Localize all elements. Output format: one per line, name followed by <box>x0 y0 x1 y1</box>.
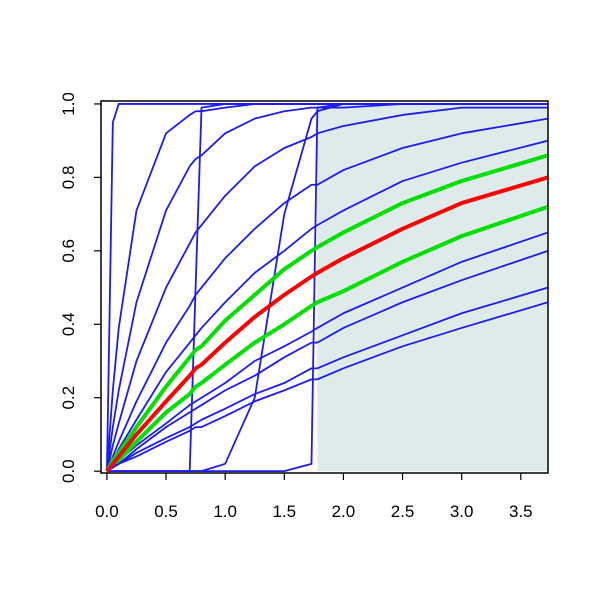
y-tick-label: 0.4 <box>59 312 78 336</box>
plot-area <box>105 103 548 473</box>
series-line <box>106 103 548 472</box>
x-tick-label: 3.0 <box>450 502 474 521</box>
series-line <box>105 204 548 473</box>
x-tick-label: 2.5 <box>391 502 415 521</box>
y-tick-label: 0.0 <box>59 459 78 483</box>
series-line <box>106 103 548 473</box>
plot-frame <box>100 100 549 474</box>
series-line <box>106 106 548 472</box>
y-tick-label: 0.2 <box>59 386 78 410</box>
series-line <box>106 139 548 472</box>
series-line <box>106 117 548 472</box>
x-tick-label: 3.5 <box>509 502 533 521</box>
series-line <box>106 301 548 472</box>
series-line <box>105 175 548 473</box>
series-line <box>106 249 548 472</box>
x-tick-label: 0.0 <box>95 502 119 521</box>
y-tick-label: 0.8 <box>59 166 78 190</box>
series-line <box>105 153 548 473</box>
x-tick-label: 2.0 <box>332 502 356 521</box>
x-tick-label: 1.5 <box>272 502 296 521</box>
series-line <box>106 286 548 472</box>
y-tick-label: 1.0 <box>59 92 78 116</box>
x-tick-label: 1.0 <box>213 502 237 521</box>
y-tick-label: 0.6 <box>59 239 78 263</box>
x-tick-label: 0.5 <box>154 502 178 521</box>
